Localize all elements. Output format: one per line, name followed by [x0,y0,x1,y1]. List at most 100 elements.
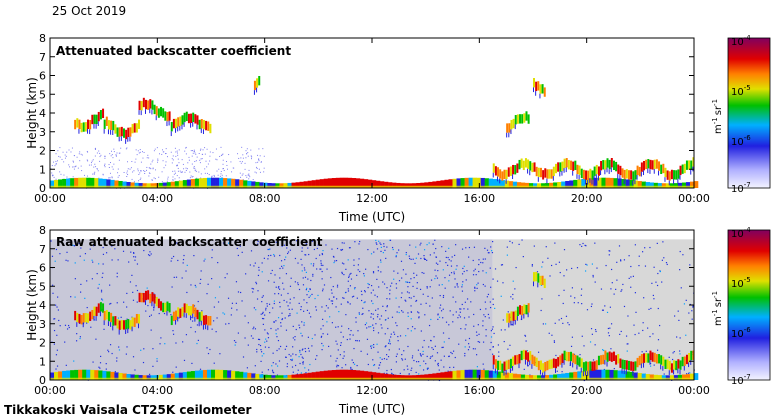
noise-speck [460,328,462,330]
noise-speck [137,170,139,172]
x-axis: 00:00 04:00 08:00 12:00 16:00 20:00 00:00 [34,230,710,397]
boundary-layer-mark [82,369,87,380]
noise-speck [450,351,452,354]
noise-speck [61,158,63,160]
noise-speck [325,305,328,307]
boundary-layer-mark [299,373,304,380]
noise-speck [472,259,474,262]
noise-speck [86,322,88,324]
y-tick-label: 3 [39,126,46,139]
noise-speck [407,345,409,348]
cloud-base-mark [544,371,546,377]
noise-speck [193,149,195,151]
cloud-base-mark [537,177,539,182]
cloud-base-mark [95,316,97,321]
noise-speck [583,345,585,347]
noise-speck [102,272,104,274]
noise-speck [257,161,259,163]
cloud-mark [520,350,523,361]
cloud-mark [638,166,641,177]
noise-speck [172,330,174,332]
noise-speck [242,179,244,181]
cloud-mark [572,353,575,363]
noise-speck [138,152,140,154]
noise-speck [423,258,426,260]
noise-speck [239,245,241,247]
cloud-mark [623,169,626,180]
noise-speck [463,308,465,310]
noise-speck [656,242,658,244]
noise-speck [303,322,305,324]
boundary-layer-mark [472,369,477,380]
noise-speck [304,367,306,369]
noise-speck [143,348,145,350]
noise-speck [241,161,243,163]
cloud-base-mark [617,173,619,179]
cloud-mark [627,170,630,180]
noise-speck [445,256,447,259]
noise-speck [419,288,422,291]
noise-speck [287,252,289,255]
cloud-base-mark [110,322,112,327]
noise-speck [297,369,299,371]
noise-speck [380,246,382,248]
noise-speck [378,286,380,288]
noise-speck [93,172,95,174]
noise-speck [377,351,379,353]
cloud-mark [578,165,581,175]
noise-speck [386,354,388,356]
cloud-mark [543,278,546,289]
cloud-mark [207,316,210,326]
cloud-mark [649,159,652,170]
noise-speck [485,308,487,310]
boundary-layer-mark [380,373,385,380]
cloud-base-mark [589,370,591,376]
colorbar-tick: 10-4 [731,34,751,48]
noise-speck [507,348,509,350]
boundary-layer-mark [468,369,473,380]
noise-speck [584,270,587,272]
noise-speck [370,345,372,347]
noise-speck [353,288,356,290]
cloud-mark [546,169,549,179]
noise-speck [200,148,202,150]
noise-speck [251,156,253,158]
noise-speck [349,334,351,336]
cloud-base-mark [112,130,114,135]
noise-speck [237,254,239,257]
boundary-layer-mark [150,183,155,188]
noise-speck [399,372,401,375]
noise-speck [511,242,514,244]
cloud-base-mark [610,167,612,173]
noise-speck [81,170,83,172]
boundary-layer-mark [363,371,369,380]
noise-speck [186,168,188,170]
boundary-layer-mark [315,371,320,380]
noise-speck [171,286,173,288]
noise-speck [330,289,333,291]
boundary-layer-mark [70,370,75,380]
noise-speck [118,159,120,161]
noise-speck [109,153,111,155]
noise-speck [679,337,681,339]
cloud-mark [80,315,83,325]
noise-speck [143,170,145,172]
noise-speck [161,181,163,183]
noise-speck [442,317,444,319]
noise-speck [292,337,294,339]
cloud-mark [559,162,562,172]
noise-speck [484,301,486,303]
cloud-mark [537,81,540,91]
boundary-layer-mark [541,183,546,188]
noise-speck [279,306,281,308]
cloud-mark [129,127,132,137]
boundary-layer-mark [54,179,59,188]
noise-speck [431,355,434,357]
noise-speck [178,177,180,179]
noise-speck [126,306,128,308]
noise-speck [526,350,529,352]
noise-speck [456,284,458,286]
noise-speck [423,272,425,274]
noise-speck [407,328,409,330]
